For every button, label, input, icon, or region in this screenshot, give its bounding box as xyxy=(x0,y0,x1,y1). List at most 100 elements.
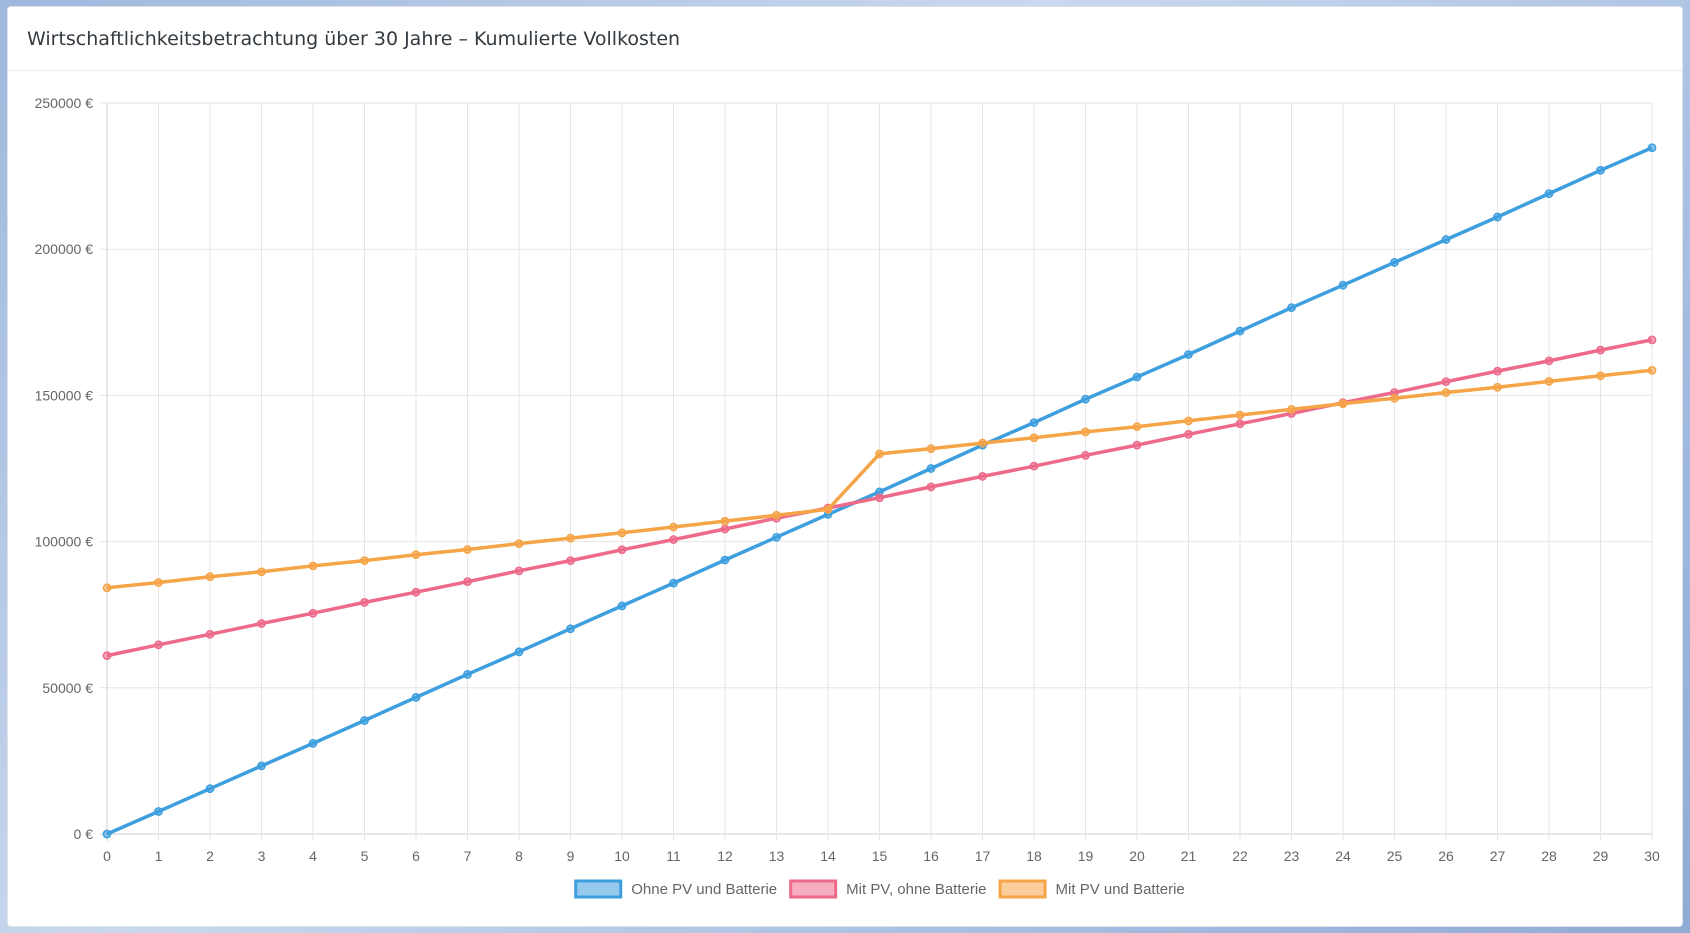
data-point[interactable] xyxy=(617,601,627,611)
data-point[interactable] xyxy=(926,464,936,473)
data-point[interactable] xyxy=(617,545,627,555)
x-tick-label: 9 xyxy=(567,848,575,864)
legend-item[interactable]: Ohne PV und Batterie xyxy=(574,879,777,899)
data-point[interactable] xyxy=(308,561,318,571)
data-point[interactable] xyxy=(1132,440,1142,450)
data-point[interactable] xyxy=(720,524,730,534)
data-point[interactable] xyxy=(978,438,987,448)
data-point[interactable] xyxy=(308,738,318,748)
legend-item[interactable]: Mit PV und Batterie xyxy=(998,879,1185,899)
data-point[interactable] xyxy=(772,510,781,520)
data-point[interactable] xyxy=(1647,143,1657,153)
data-point[interactable] xyxy=(463,545,472,554)
data-point[interactable] xyxy=(205,784,215,794)
data-point[interactable] xyxy=(1235,419,1245,429)
data-point[interactable] xyxy=(257,567,266,577)
data-point[interactable] xyxy=(1081,394,1090,404)
data-point[interactable] xyxy=(1493,366,1502,376)
data-point[interactable] xyxy=(154,640,163,650)
data-point[interactable] xyxy=(1596,165,1605,175)
data-point[interactable] xyxy=(257,619,266,628)
data-point[interactable] xyxy=(1029,418,1039,427)
data-point[interactable] xyxy=(1544,356,1554,366)
data-point[interactable] xyxy=(1132,372,1142,382)
data-point[interactable] xyxy=(823,505,833,514)
data-point[interactable] xyxy=(926,444,936,454)
data-point[interactable] xyxy=(1132,422,1142,432)
data-point[interactable] xyxy=(1287,303,1296,313)
chart-card: Wirtschaftlichkeitsbetrachtung über 30 J… xyxy=(7,6,1683,927)
data-point[interactable] xyxy=(617,528,627,538)
data-point[interactable] xyxy=(360,716,369,725)
x-tick-label: 10 xyxy=(614,848,630,864)
data-point[interactable] xyxy=(1287,405,1296,414)
data-point[interactable] xyxy=(566,533,575,543)
data-point[interactable] xyxy=(1029,461,1039,471)
data-point[interactable] xyxy=(1544,376,1554,386)
data-point[interactable] xyxy=(1647,335,1657,345)
data-point[interactable] xyxy=(669,535,678,544)
y-tick-label: 50000 € xyxy=(42,680,93,696)
data-point[interactable] xyxy=(1493,212,1502,222)
data-point[interactable] xyxy=(154,807,163,816)
legend-item[interactable]: Mit PV, ohne Batterie xyxy=(789,879,987,899)
data-point[interactable] xyxy=(1184,350,1193,359)
data-point[interactable] xyxy=(720,555,730,565)
x-tick-label: 11 xyxy=(666,848,681,864)
data-point[interactable] xyxy=(1081,427,1090,437)
data-point[interactable] xyxy=(102,829,112,839)
data-point[interactable] xyxy=(1235,410,1245,420)
data-point[interactable] xyxy=(463,669,472,679)
data-point[interactable] xyxy=(514,539,524,549)
x-tick-label: 20 xyxy=(1129,848,1145,864)
x-tick-label: 26 xyxy=(1438,848,1454,864)
data-point[interactable] xyxy=(102,651,112,661)
data-point[interactable] xyxy=(1441,388,1451,397)
data-point[interactable] xyxy=(1338,280,1348,290)
data-point[interactable] xyxy=(205,629,215,639)
data-point[interactable] xyxy=(1390,257,1399,267)
data-point[interactable] xyxy=(205,572,215,582)
x-tick-label: 27 xyxy=(1490,848,1506,864)
data-point[interactable] xyxy=(875,449,884,459)
data-point[interactable] xyxy=(463,577,472,587)
data-point[interactable] xyxy=(772,532,781,542)
data-point[interactable] xyxy=(1441,235,1451,244)
data-point[interactable] xyxy=(308,608,318,618)
data-point[interactable] xyxy=(411,550,421,560)
data-point[interactable] xyxy=(360,556,369,566)
data-point[interactable] xyxy=(1390,393,1399,403)
y-tick-label: 200000 € xyxy=(35,241,94,257)
data-point[interactable] xyxy=(1596,345,1605,355)
data-point[interactable] xyxy=(257,761,266,771)
data-point[interactable] xyxy=(514,566,524,576)
data-point[interactable] xyxy=(1493,382,1502,392)
data-point[interactable] xyxy=(1441,377,1451,387)
data-point[interactable] xyxy=(411,693,421,702)
data-point[interactable] xyxy=(1544,189,1554,199)
data-point[interactable] xyxy=(669,522,678,532)
data-point[interactable] xyxy=(566,556,575,566)
data-point[interactable] xyxy=(1081,450,1090,460)
data-point[interactable] xyxy=(875,493,884,503)
data-point[interactable] xyxy=(102,583,112,593)
data-point[interactable] xyxy=(1338,399,1348,408)
data-point[interactable] xyxy=(926,482,936,492)
data-point[interactable] xyxy=(1596,371,1605,381)
data-point[interactable] xyxy=(566,624,575,634)
x-tick-label: 30 xyxy=(1644,848,1660,864)
chart-legend: Ohne PV und Batterie Mit PV, ohne Batteri… xyxy=(574,879,1185,899)
data-point[interactable] xyxy=(720,516,730,526)
data-point[interactable] xyxy=(1184,416,1193,426)
data-point[interactable] xyxy=(1029,433,1039,443)
data-point[interactable] xyxy=(1235,326,1245,336)
data-point[interactable] xyxy=(1184,429,1193,439)
data-point[interactable] xyxy=(514,647,524,657)
data-point[interactable] xyxy=(154,578,163,587)
data-point[interactable] xyxy=(1647,365,1657,375)
data-point[interactable] xyxy=(360,598,369,607)
data-point[interactable] xyxy=(978,471,987,481)
data-point[interactable] xyxy=(669,578,678,588)
data-point[interactable] xyxy=(411,587,421,597)
